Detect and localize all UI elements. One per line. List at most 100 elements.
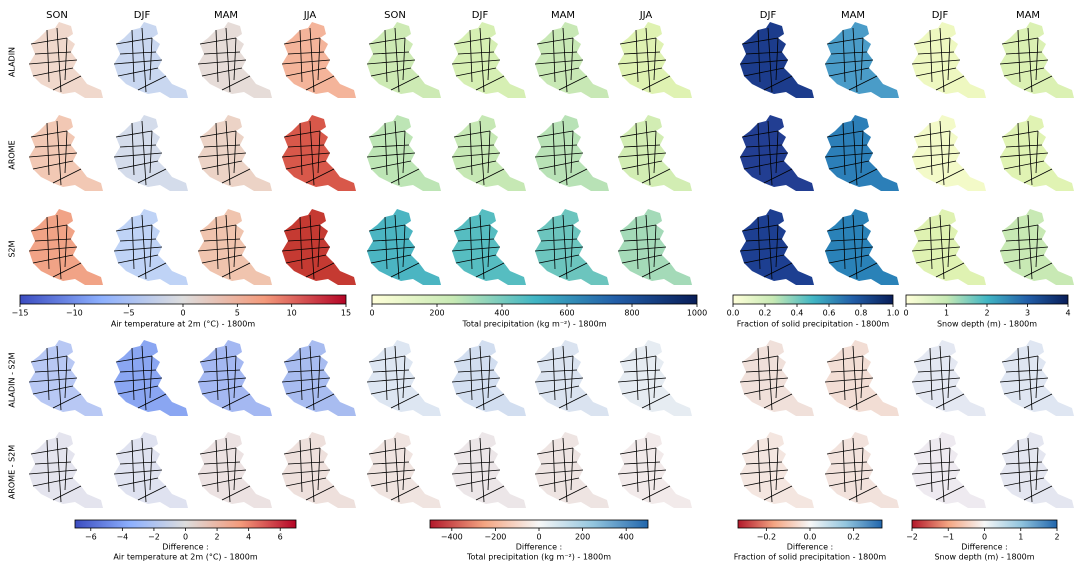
row-label: S2M	[8, 240, 17, 257]
map	[367, 432, 441, 508]
tick-label: 400	[494, 309, 509, 318]
tick-label: 0	[536, 533, 541, 542]
colorbar	[912, 520, 1057, 528]
map	[29, 209, 103, 285]
tick-label: 1	[1018, 533, 1023, 542]
tick-label: −2	[148, 533, 160, 542]
tick-label: −10	[66, 309, 83, 318]
tick-label: 1	[944, 309, 949, 318]
colorbar-title: Difference :	[516, 543, 562, 552]
tick-label: 1.0	[887, 309, 900, 318]
map	[1000, 115, 1074, 191]
tick-label: 800	[624, 309, 639, 318]
column-header: SON	[384, 10, 406, 21]
map	[825, 432, 899, 508]
map	[452, 432, 526, 508]
map	[825, 340, 899, 416]
map	[282, 209, 356, 285]
map	[114, 340, 188, 416]
map	[452, 22, 526, 98]
tick-label: 0.6	[823, 309, 836, 318]
colorbar	[738, 520, 882, 528]
map	[740, 432, 814, 508]
colorbar	[733, 295, 893, 304]
map	[618, 340, 692, 416]
map	[367, 22, 441, 98]
colorbar-label: Fraction of solid precipitation - 1800m	[734, 553, 887, 562]
tick-label: −6	[85, 533, 97, 542]
row-label: AROME - S2M	[8, 445, 17, 499]
colorbar-label: Fraction of solid precipitation - 1800m	[737, 320, 890, 329]
map	[114, 22, 188, 98]
map	[1000, 432, 1074, 508]
tick-label: 2	[215, 533, 220, 542]
map	[740, 209, 814, 285]
map	[535, 115, 609, 191]
colorbar	[906, 295, 1068, 304]
tick-label: 1000	[687, 309, 707, 318]
colorbar-label: Snow depth (m) - 1800m	[934, 553, 1034, 562]
tick-label: −1	[942, 533, 954, 542]
tick-label: −2	[906, 533, 918, 542]
map	[740, 22, 814, 98]
tick-label: 4	[246, 533, 251, 542]
map	[198, 209, 272, 285]
column-header: JJA	[303, 10, 317, 21]
tick-label: −15	[12, 309, 29, 318]
column-header: DJF	[760, 10, 777, 21]
tick-label: 0	[982, 533, 987, 542]
map	[29, 22, 103, 98]
map	[825, 115, 899, 191]
map	[282, 22, 356, 98]
tick-label: 0	[183, 533, 188, 542]
column-header: MAM	[214, 10, 238, 21]
tick-label: −4	[116, 533, 128, 542]
map	[535, 432, 609, 508]
map	[282, 340, 356, 416]
map	[912, 340, 986, 416]
tick-label: 0.2	[759, 309, 772, 318]
map	[1000, 209, 1074, 285]
tick-label: 0.0	[727, 309, 740, 318]
colorbar-label: Total precipitation (kg m⁻²) - 1800m	[461, 320, 606, 329]
colorbar-label: Snow depth (m) - 1800m	[937, 320, 1037, 329]
tick-label: 6	[278, 533, 283, 542]
map	[29, 115, 103, 191]
map	[912, 115, 986, 191]
map	[825, 209, 899, 285]
map	[452, 115, 526, 191]
tick-label: 600	[559, 309, 574, 318]
tick-label: 15	[341, 309, 351, 318]
map	[912, 209, 986, 285]
map	[367, 209, 441, 285]
map	[618, 22, 692, 98]
tick-label: 2	[984, 309, 989, 318]
map	[740, 115, 814, 191]
tick-label: −400	[441, 533, 463, 542]
tick-label: 0	[903, 309, 908, 318]
map	[367, 340, 441, 416]
colorbar	[20, 295, 346, 304]
column-header: SON	[46, 10, 68, 21]
colorbar-title: Difference :	[787, 543, 833, 552]
tick-label: 0.2	[847, 533, 860, 542]
map	[198, 115, 272, 191]
tick-label: −200	[484, 533, 506, 542]
column-header: JJA	[639, 10, 653, 21]
colorbar	[430, 520, 648, 528]
map	[114, 115, 188, 191]
map	[114, 209, 188, 285]
column-header: MAM	[1016, 10, 1040, 21]
map	[912, 432, 986, 508]
colorbar-title: Difference :	[961, 543, 1007, 552]
colorbar-label: Air temperature at 2m (°C) - 1800m	[111, 320, 256, 329]
figure: ALADINAROMES2MALADIN - S2MAROME - S2MSON…	[0, 0, 1074, 567]
map	[282, 115, 356, 191]
tick-label: 4	[1065, 309, 1070, 318]
map	[114, 432, 188, 508]
tick-label: −5	[123, 309, 135, 318]
tick-label: 0.8	[855, 309, 868, 318]
map	[452, 340, 526, 416]
column-header: DJF	[134, 10, 151, 21]
map	[1000, 22, 1074, 98]
